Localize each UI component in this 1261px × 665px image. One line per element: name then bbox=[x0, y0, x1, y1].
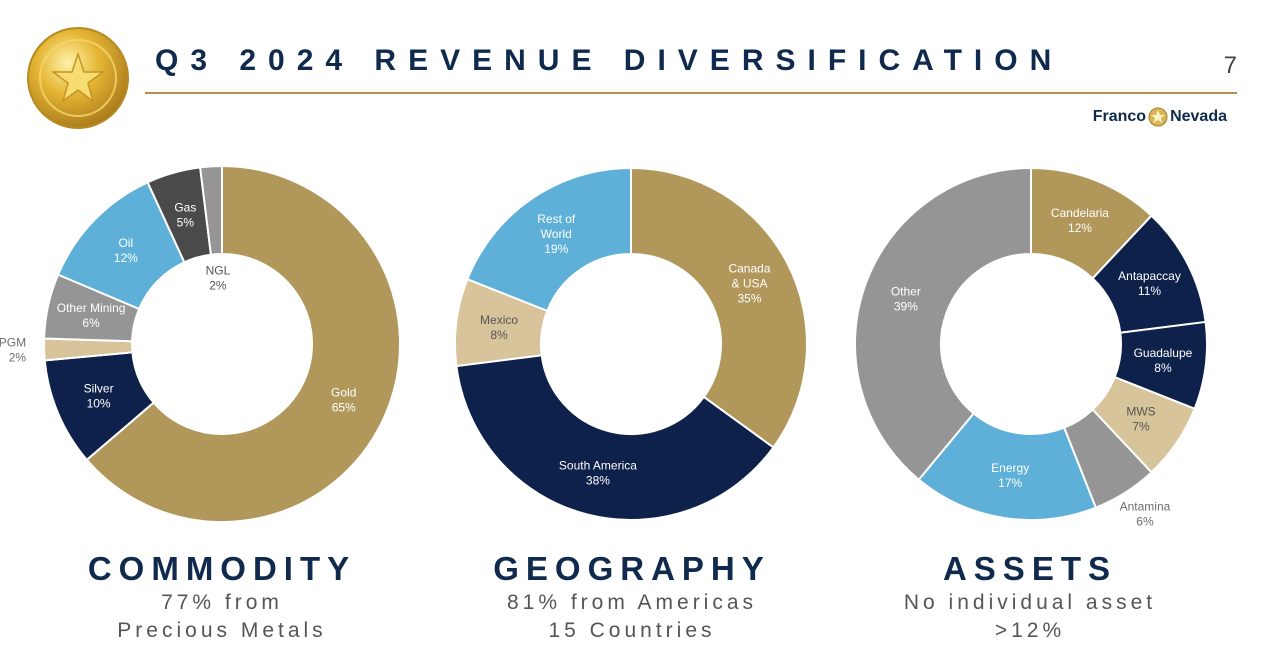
slice-value: 65% bbox=[332, 401, 356, 415]
slice-label-gold: Gold 65% bbox=[331, 386, 356, 415]
slice-label-silver: Silver 10% bbox=[84, 382, 114, 411]
slice-name: Gold bbox=[331, 386, 356, 400]
slice-name: Candelaria bbox=[1051, 206, 1109, 220]
slice-value: 8% bbox=[1154, 361, 1172, 375]
caption-heading: GEOGRAPHY bbox=[493, 550, 771, 587]
donut-charts: Gold 65%Silver 10%PGM 2%Other Mining 6%Oil 12… bbox=[0, 164, 1208, 528]
franco-nevada-brand: Franco Nevada bbox=[1093, 106, 1227, 128]
slice-label-pgm: PGM 2% bbox=[0, 336, 26, 365]
slice-label-other: Other 39% bbox=[891, 284, 921, 313]
slice-name: Rest of bbox=[537, 212, 576, 226]
donut-assets: Candelaria 12% Antapaccay 11% Guadalupe 8% MWS… bbox=[854, 166, 1208, 528]
slice-name: Antapaccay bbox=[1118, 269, 1181, 283]
slice-label-rest-of-world: Rest of World 19% bbox=[537, 212, 576, 256]
caption-line-1: 81% from Americas bbox=[506, 591, 758, 614]
slice-name: PGM bbox=[0, 336, 26, 350]
slice-value: 6% bbox=[82, 316, 100, 330]
caption-line-1: 77% from bbox=[161, 591, 283, 614]
brand-name-right: Nevada bbox=[1170, 108, 1227, 125]
slice-name: Guadalupe bbox=[1134, 346, 1193, 360]
donut-commodity: Gold 65%Silver 10%PGM 2%Other Mining 6%Oil 12… bbox=[0, 164, 401, 523]
caption-line-2: Precious Metals bbox=[117, 619, 327, 642]
slice-other bbox=[854, 166, 1032, 482]
charts-area: Gold 65% Silver 10% PGM 2% Other Mining 6% Oil 12… bbox=[0, 130, 1261, 550]
title-divider bbox=[145, 92, 1237, 94]
slice-value: 17% bbox=[998, 476, 1022, 490]
slice-name: Canada bbox=[728, 262, 770, 276]
page-title: Q3 2024 REVENUE DIVERSIFICATION bbox=[155, 44, 1064, 77]
caption-heading: ASSETS bbox=[942, 550, 1118, 587]
slice-value: 12% bbox=[1068, 221, 1092, 235]
slice-label-south-america: South America 38% bbox=[559, 458, 637, 487]
slice-value: 8% bbox=[490, 328, 508, 342]
slice-value: 2% bbox=[209, 279, 227, 293]
slice-name: Other Mining bbox=[57, 301, 126, 315]
slice-label-mws: MWS 7% bbox=[1126, 404, 1155, 433]
slice-label-antapaccay: Antapaccay 11% bbox=[1118, 269, 1181, 298]
caption-line-2: 15 Countries bbox=[548, 619, 716, 642]
slice-gold bbox=[85, 164, 401, 523]
slice-label-canada-usa: Canada & USA 35% bbox=[728, 262, 770, 306]
slice-value: 35% bbox=[737, 292, 761, 306]
slice-name: World bbox=[541, 227, 572, 241]
slice-label-oil: Oil 12% bbox=[114, 236, 138, 265]
slice-canada-usa bbox=[630, 166, 808, 449]
caption-line-2: >12% bbox=[994, 619, 1066, 642]
slice-label-energy: Energy 17% bbox=[991, 461, 1029, 490]
slice-rest-of-world bbox=[466, 166, 632, 313]
slice-energy bbox=[917, 411, 1098, 521]
slice-label-candelaria: Candelaria 12% bbox=[1051, 206, 1109, 235]
slice-south-america bbox=[455, 354, 775, 521]
slice-label-guadalupe: Guadalupe 8% bbox=[1134, 346, 1193, 375]
slice-name: NGL bbox=[206, 264, 231, 278]
slice-name: Other bbox=[891, 284, 921, 298]
slice-ngl bbox=[199, 164, 223, 256]
slice-value: 19% bbox=[544, 242, 568, 256]
slice-value: 39% bbox=[894, 299, 918, 313]
donut-geography: Canada & USA 35% South America 38% Mexico 8% Re… bbox=[454, 166, 808, 521]
slice-label-mexico: Mexico 8% bbox=[480, 313, 518, 342]
brand-name-left: Franco bbox=[1092, 108, 1147, 125]
caption-assets: ASSETS No individual asset >12% bbox=[850, 550, 1210, 644]
caption-commodity: COMMODITY 77% from Precious Metals bbox=[42, 550, 402, 644]
caption-line-1: No individual asset bbox=[903, 591, 1157, 614]
slice-value: 7% bbox=[1132, 419, 1150, 433]
slice-value: 38% bbox=[586, 473, 610, 487]
star-icon bbox=[1148, 107, 1168, 127]
slice-value: 10% bbox=[87, 397, 111, 411]
franco-nevada-coin-logo bbox=[27, 27, 129, 129]
slice-name: Energy bbox=[991, 461, 1029, 475]
caption-geography: GEOGRAPHY 81% from Americas 15 Countries bbox=[452, 550, 812, 644]
slice-name: MWS bbox=[1126, 404, 1155, 418]
slice-name: Gas bbox=[174, 201, 196, 215]
slice-value: 5% bbox=[177, 216, 195, 230]
page-number: 7 bbox=[1223, 52, 1237, 79]
slice-value: 11% bbox=[1138, 284, 1161, 298]
slice-label-other-mining: Other Mining 6% bbox=[57, 301, 126, 330]
slice-name: South America bbox=[559, 458, 637, 472]
slice-value: 2% bbox=[9, 351, 27, 365]
slice-label-antamina: Antamina 6% bbox=[1120, 499, 1171, 528]
slice-name: Oil bbox=[118, 236, 133, 250]
slice-name: & USA bbox=[731, 277, 767, 291]
slice-name: Antamina bbox=[1120, 499, 1171, 513]
slice-value: 6% bbox=[1136, 514, 1154, 528]
slice-name: Mexico bbox=[480, 313, 518, 327]
slice-label-ngl: NGL 2% bbox=[206, 264, 231, 293]
slice-name: Silver bbox=[84, 382, 114, 396]
slice-label-gas: Gas 5% bbox=[174, 201, 196, 230]
slice-value: 12% bbox=[114, 251, 138, 265]
caption-heading: COMMODITY bbox=[87, 550, 357, 587]
